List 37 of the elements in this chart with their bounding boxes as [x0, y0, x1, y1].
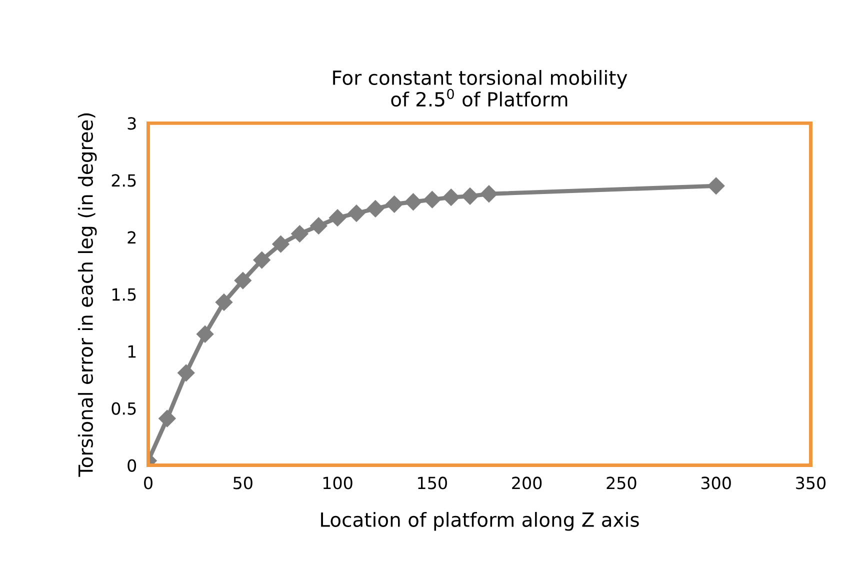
point [215, 294, 233, 311]
point [708, 177, 725, 194]
point [328, 209, 346, 226]
x-tick-label: 100 [323, 476, 352, 490]
point [480, 185, 498, 202]
point [461, 188, 479, 205]
point [253, 251, 270, 269]
point [234, 272, 252, 290]
x-tick-label: 0 [144, 476, 152, 490]
x-tick-label: 350 [796, 476, 826, 490]
x-tick-label: 150 [418, 476, 447, 490]
chart-title: For constant torsional mobility of 2.5$^{0}$ of Platform [333, 70, 628, 107]
y-axis-title: Torsional error in each leg (in degree) [78, 113, 97, 477]
point [366, 200, 384, 218]
point [310, 217, 328, 234]
point [196, 326, 214, 343]
point [404, 193, 422, 210]
y-tick-label: 0.5 [112, 402, 136, 415]
point [424, 191, 441, 208]
y-tick-label: 1 [128, 345, 136, 358]
point [291, 225, 308, 242]
x-axis-title: Location of platform along Z axis [321, 512, 639, 531]
y-tick-label: 1.5 [112, 288, 136, 301]
y-tick-label: 0 [128, 459, 136, 472]
x-tick-label: 300 [701, 476, 731, 490]
x-tick-label: 50 [234, 476, 252, 490]
y-tick-label: 2 [128, 231, 136, 244]
point [178, 364, 195, 382]
x-tick-label: 200 [512, 476, 542, 490]
point [348, 204, 366, 222]
x-tick-label: 250 [606, 476, 636, 490]
point [442, 188, 460, 206]
y-tick-label: 3 [128, 117, 136, 130]
y-tick-label: 2.5 [112, 174, 136, 187]
point [272, 236, 290, 253]
point [386, 196, 403, 213]
point [158, 410, 176, 428]
